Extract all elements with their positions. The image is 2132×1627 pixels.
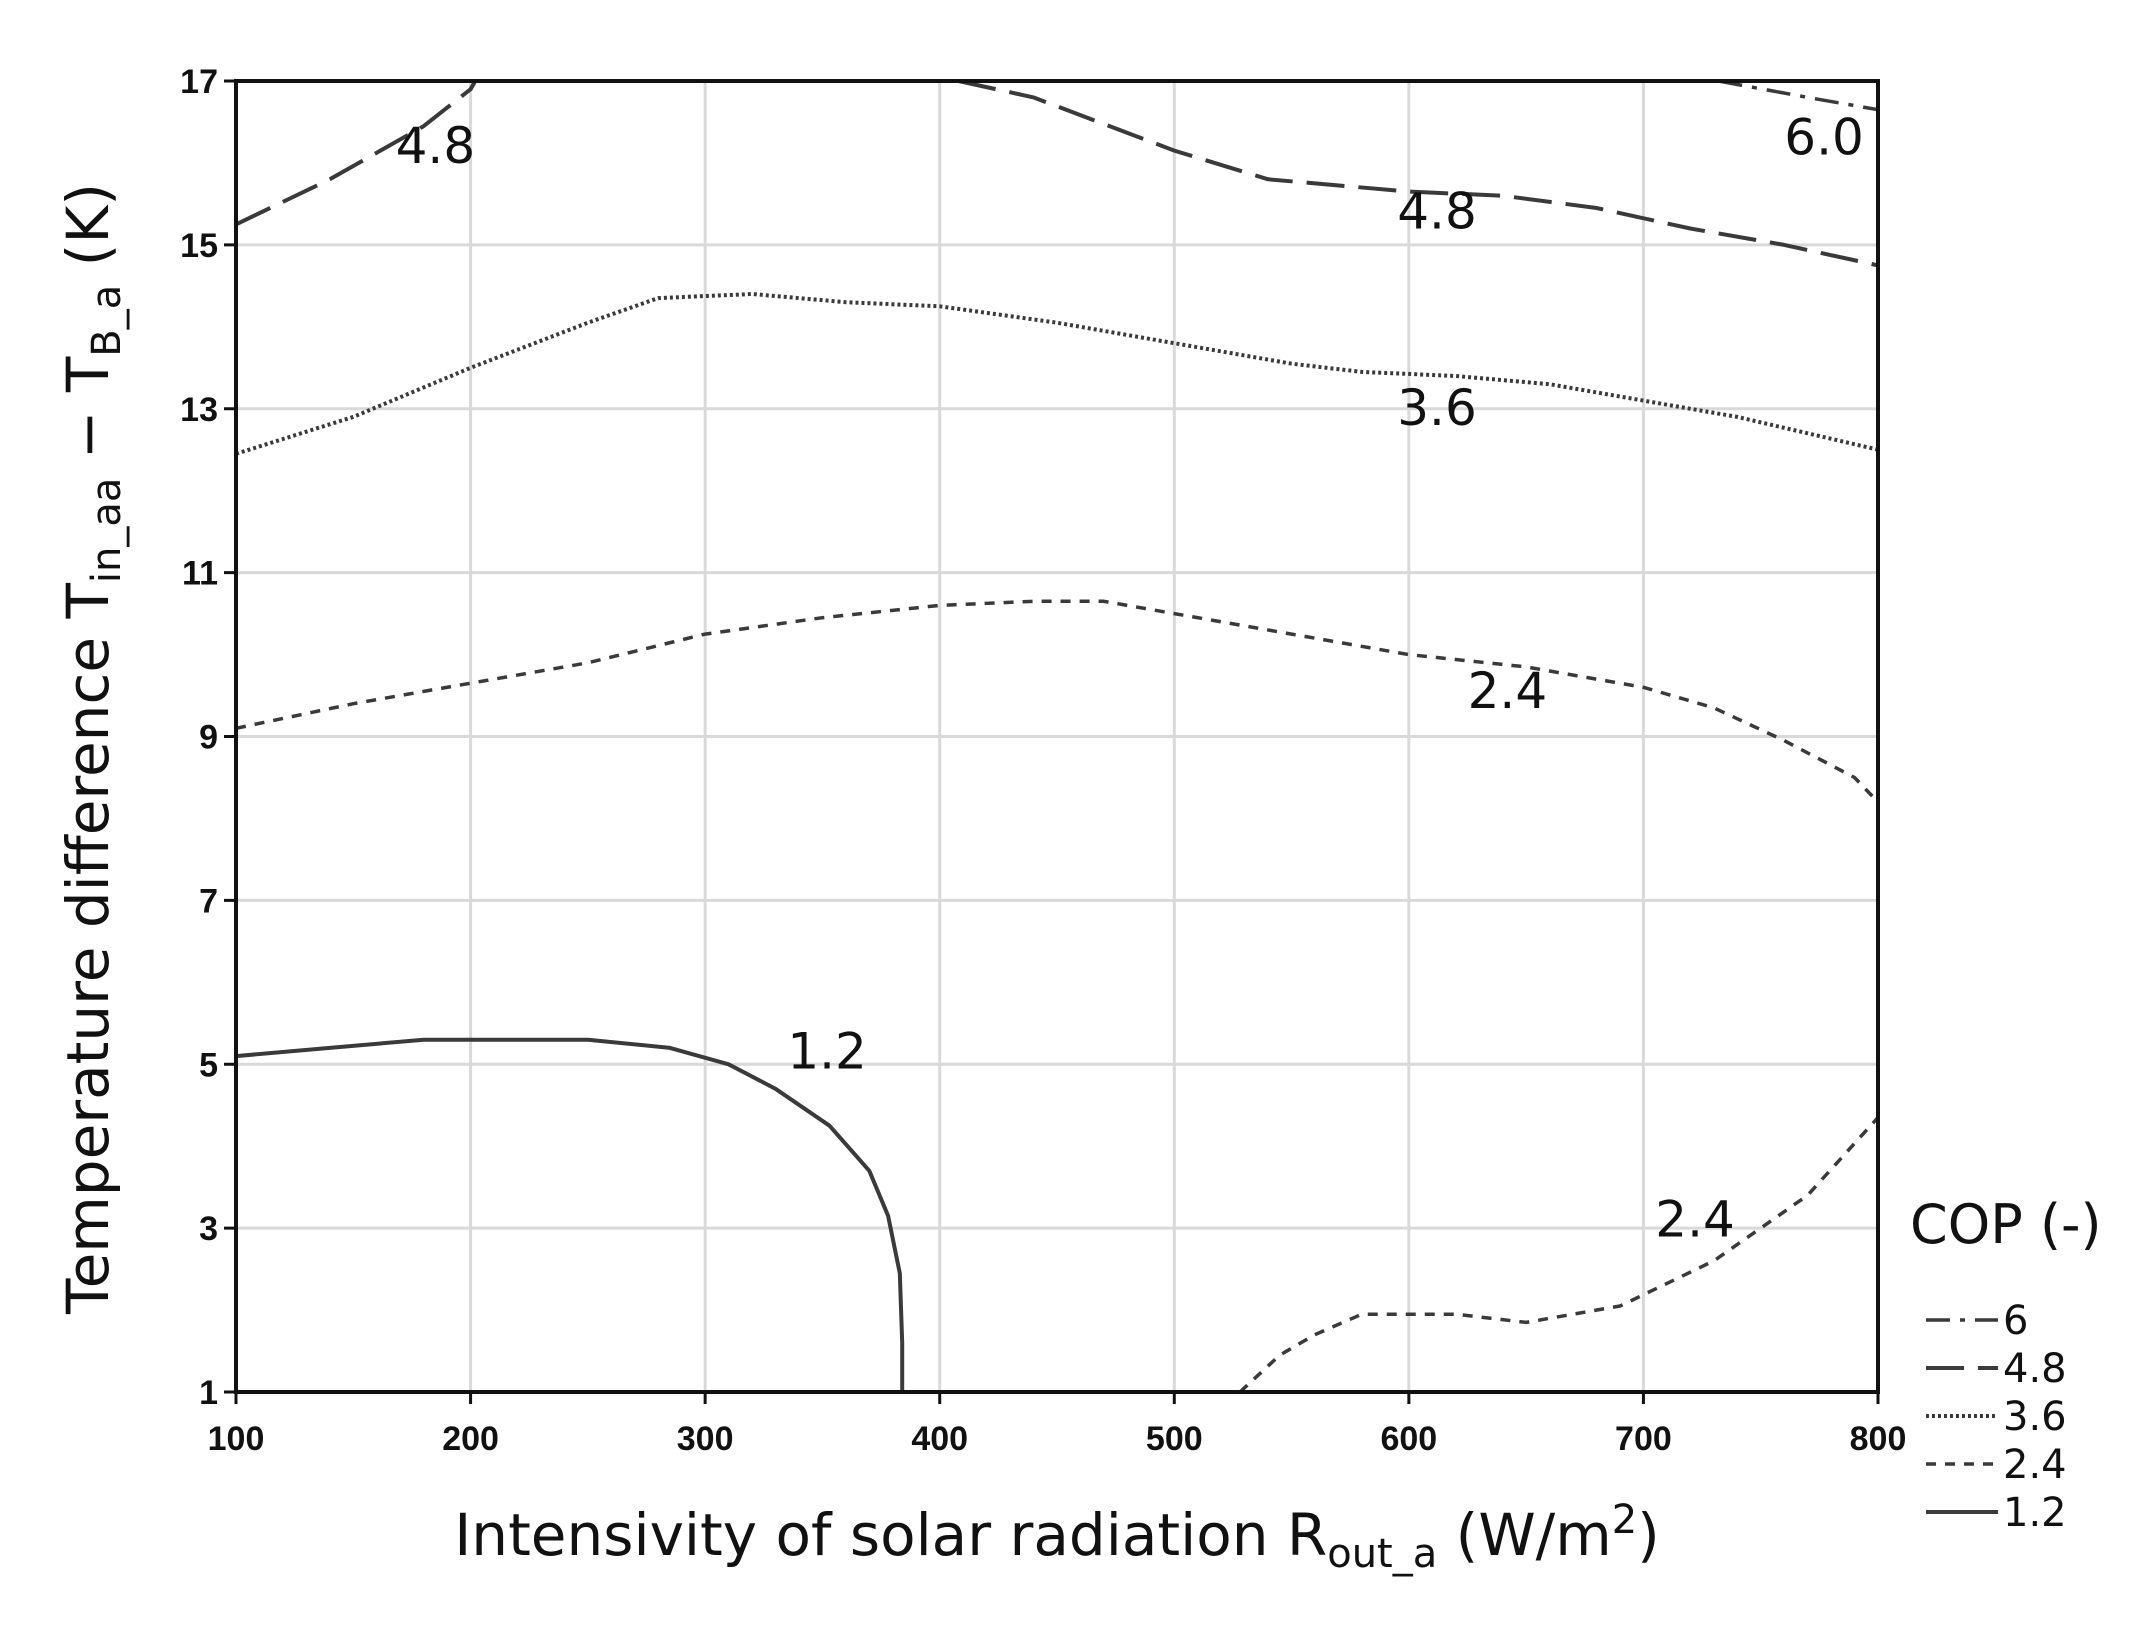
y-tick-label-3: 3: [199, 1210, 218, 1248]
legend: COP (-) 64.83.62.41.2: [1910, 1193, 2102, 1536]
contour-line-cop-4-8-2: [958, 79, 1879, 268]
y-tick-label-17: 17: [180, 63, 218, 101]
x-tick-label-600: 600: [1380, 1420, 1437, 1458]
x-axis-title-main: Intensivity of solar radiation R: [454, 1501, 1327, 1569]
contour-line-cop-4-8-1: [235, 80, 478, 227]
x-axis-title: Intensivity of solar radiation Rout_a (W…: [454, 1497, 1660, 1577]
x-tick-label-100: 100: [208, 1420, 265, 1458]
contour-line-cop-2-4-4: [235, 599, 1880, 804]
legend-label-2-4: 2.4: [2003, 1442, 2067, 1488]
y-axis-title-mid: − T: [54, 356, 122, 477]
x-tick-label-700: 700: [1615, 1420, 1672, 1458]
legend-label-1-2: 1.2: [2003, 1490, 2067, 1536]
x-tick-label-300: 300: [677, 1420, 734, 1458]
contour-line-cop-2-4-5: [1238, 1116, 1880, 1394]
contour-label-4: 2.4: [1468, 662, 1548, 720]
legend-title: COP (-): [1910, 1193, 2102, 1256]
y-tick-label-13: 13: [180, 391, 218, 429]
grid-lines: [236, 81, 1878, 1392]
y-tick-label-7: 7: [199, 882, 218, 920]
y-tick-label-11: 11: [182, 555, 218, 593]
x-tick-label-800: 800: [1850, 1420, 1907, 1458]
x-axis-title-unit-suffix: ): [1637, 1501, 1660, 1569]
legend-label-4-8: 4.8: [2003, 1346, 2067, 1392]
contour-label-0: 4.8: [396, 117, 476, 175]
y-axis-title-main: Temperature difference T: [54, 583, 122, 1315]
contour-line-cop-3-6-3: [235, 292, 1879, 456]
legend-entries: 64.83.62.41.2: [1926, 1298, 2067, 1536]
x-axis-title-subscript: out_a: [1327, 1531, 1437, 1577]
contour-label-2: 4.8: [1397, 182, 1477, 240]
contour-label-5: 1.2: [787, 1022, 867, 1080]
contour-label-3: 3.6: [1397, 379, 1477, 437]
legend-label-6: 6: [2003, 1298, 2028, 1344]
y-axis-title-subscript-2: B_a: [84, 285, 130, 357]
x-axis-title-superscript: 2: [1612, 1497, 1637, 1543]
y-tick-label-15: 15: [180, 227, 218, 265]
y-axis-title-unit: (K): [54, 183, 122, 285]
contour-lines: [235, 79, 1880, 1394]
x-tick-label-400: 400: [911, 1420, 968, 1458]
x-tick-label-200: 200: [442, 1420, 499, 1458]
contour-label-6: 2.4: [1655, 1190, 1735, 1248]
y-tick-label-5: 5: [199, 1046, 218, 1084]
contour-labels: 4.8 6.0 4.8 3.6 2.4 1.2 2.4: [396, 109, 1864, 1249]
y-tick-label-1: 1: [199, 1374, 218, 1412]
contour-label-1: 6.0: [1784, 109, 1864, 167]
contour-line-cop-1-2-6: [235, 1037, 905, 1392]
y-axis-title: Temperature difference Tin_aa − TB_a (K): [54, 183, 130, 1315]
y-tick-label-9: 9: [199, 719, 218, 757]
x-tick-label-500: 500: [1146, 1420, 1203, 1458]
legend-label-3-6: 3.6: [2003, 1394, 2067, 1440]
x-axis-title-unit-prefix: (W/m: [1437, 1501, 1611, 1569]
y-axis-title-subscript-1: in_aa: [84, 478, 130, 584]
